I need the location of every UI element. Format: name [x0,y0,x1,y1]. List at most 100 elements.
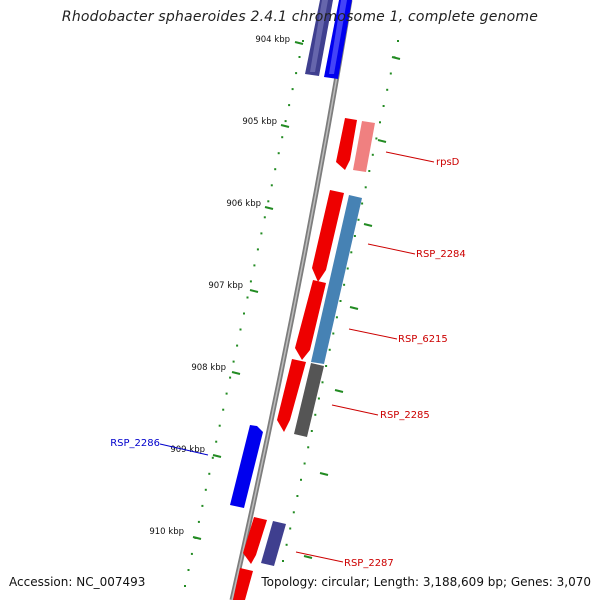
ruler-dot [270,184,273,187]
ruler-tick [349,306,359,310]
ruler-dot [289,527,292,530]
kbp-label: 904 kbp [255,35,290,45]
ruler-dot [201,504,204,507]
ruler-dot [368,170,371,172]
kbp-label: 906 kbp [226,199,261,209]
gene-leader-line [385,151,435,163]
gene-feature-RSP_2286[interactable] [230,425,263,508]
gene-leader-line [159,443,209,456]
gene-label-rpsD[interactable]: rpsD [436,157,460,168]
kbp-tick [249,289,259,293]
ruler-dot [371,153,374,156]
ruler-dot [386,88,389,91]
ruler-left [184,40,304,587]
ruler-dot [232,360,235,363]
gene-leader-line [295,551,344,563]
ruler-dot [260,232,263,235]
ruler-dot [292,511,295,514]
genome-summary: Topology: circular; Length: 3,188,609 bp… [261,575,591,589]
ruler-tick [391,56,401,60]
gene-leader-line [348,328,398,340]
gene-feature-red-3[interactable] [277,359,306,432]
kbp-tick [294,41,304,45]
kbp-label: 905 kbp [242,117,277,127]
ruler-tick [363,223,373,227]
ruler-dot [310,430,313,432]
ruler-dot [317,397,320,400]
ruler-dot [375,137,378,140]
gene-features [230,0,375,600]
gene-label-RSP_2285[interactable]: RSP_2285 [380,410,430,421]
kbp-tick [280,124,290,128]
ruler-dot [397,40,399,42]
kbp-tick [212,454,222,458]
ruler-tick [303,555,313,559]
ruler-dot [303,462,306,465]
kbp-label: 908 kbp [191,363,226,373]
gene-feature-RSP_6215[interactable] [311,195,362,364]
ruler-dot [296,495,299,497]
gene-feature-rpsD[interactable] [353,121,375,172]
kbp-tick [192,536,202,540]
ruler-dot [361,202,364,205]
ruler-dot [300,478,302,481]
gene-feature-red-4[interactable] [243,517,267,564]
ruler-dot [190,552,193,555]
gene-leader-line [331,404,379,416]
gene-label-RSP_2284[interactable]: RSP_2284 [416,249,466,260]
gene-feature-red-1[interactable] [336,118,357,170]
ruler-dot [364,186,367,189]
ruler-dot [288,104,291,107]
ruler-dot [295,72,298,75]
gene-feature-RSP_2287[interactable] [261,521,286,566]
ruler-dot [274,168,277,171]
ruler-dot [302,40,304,42]
gene-feature-red-2[interactable] [295,280,326,360]
ruler-dot [291,88,294,91]
ruler-dot [267,200,270,203]
gene-label-RSP_2286[interactable]: RSP_2286 [110,438,160,449]
ruler-dot [284,120,287,123]
ruler-dot [229,376,232,379]
ruler-dot [222,408,225,411]
ruler-dot [332,332,335,335]
gene-feature-RSP_2285[interactable] [294,363,324,437]
ruler-dot [236,344,239,347]
ruler-dot [379,121,381,124]
ruler-dot [321,381,324,384]
ruler-dot [256,248,259,251]
gene-feature-highlight-1 [310,0,328,72]
kbp-tick [264,206,274,210]
ruler-dot [346,267,349,270]
ruler-dot [208,472,211,475]
ruler-dot [263,216,266,219]
ruler-dot [325,365,328,367]
ruler-dot [253,264,256,267]
ruler-dot [187,569,190,571]
kbp-tick [231,371,241,375]
ruler-dot [197,520,200,523]
ruler-dot [339,300,342,302]
ruler-dot [298,56,301,58]
ruler-dot [343,283,346,286]
kbp-label: 907 kbp [208,281,243,291]
ruler-dot [382,105,385,107]
ruler-dot [184,585,186,587]
gene-feature-red-5[interactable] [233,568,253,600]
map-title: Rhodobacter sphaeroides 2.4.1 chromosome… [61,9,539,25]
ruler-dot [328,348,331,351]
ruler-dot [218,424,221,427]
ruler-dot [249,280,252,283]
ruler-dot [246,296,249,299]
gene-label-RSP_2287[interactable]: RSP_2287 [344,558,394,569]
ruler-dot [243,312,245,315]
gene-label-RSP_6215[interactable]: RSP_6215 [398,334,448,345]
ruler-dot [285,543,288,546]
gene-feature-RSP_2284[interactable] [312,190,344,282]
ruler-tick [319,472,329,476]
ruler-dot [389,72,392,75]
gene-leader-line [367,243,416,255]
